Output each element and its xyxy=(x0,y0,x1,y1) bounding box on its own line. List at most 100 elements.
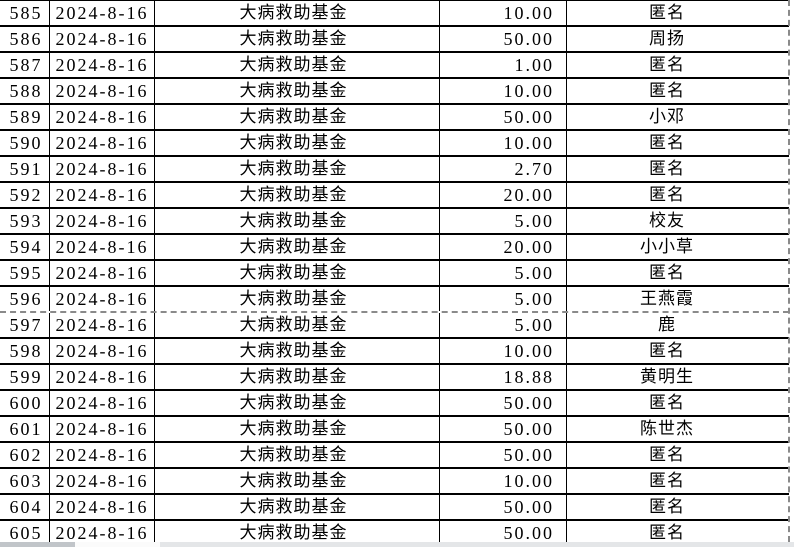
cell-donor-name[interactable]: 匿名 xyxy=(649,497,685,516)
cell-row-number[interactable]: 597 xyxy=(0,313,50,337)
cell-donor-name[interactable]: 匿名 xyxy=(649,3,685,22)
cell-fund-name[interactable]: 大病救助基金 xyxy=(155,339,440,363)
cell-fund-name[interactable]: 大病救助基金 xyxy=(155,365,440,389)
cell-fund-name[interactable]: 大病救助基金 xyxy=(155,27,440,51)
cell-amount[interactable]: 18.88 xyxy=(440,365,567,389)
cell-row-number[interactable]: 603 xyxy=(0,469,50,493)
cell-fund-name[interactable]: 大病救助基金 xyxy=(155,287,440,311)
cell-date[interactable]: 2024-8-16 xyxy=(50,209,155,233)
cell-amount[interactable]: 20.00 xyxy=(440,183,567,207)
cell-row-number[interactable]: 591 xyxy=(0,157,50,181)
cell-row-number[interactable]: 600 xyxy=(0,391,50,415)
cell-fund-name[interactable]: 大病救助基金 xyxy=(155,79,440,103)
cell-date[interactable]: 2024-8-16 xyxy=(50,313,155,337)
cell-date[interactable]: 2024-8-16 xyxy=(50,183,155,207)
cell-donor-name[interactable]: 陈世杰 xyxy=(640,419,694,438)
cell-amount[interactable]: 5.00 xyxy=(440,313,567,337)
cell-fund-name[interactable]: 大病救助基金 xyxy=(155,157,440,181)
cell-fund-name[interactable]: 大病救助基金 xyxy=(155,391,440,415)
cell-fund-name[interactable]: 大病救助基金 xyxy=(155,313,440,337)
cell-row-number[interactable]: 598 xyxy=(0,339,50,363)
cell-date[interactable]: 2024-8-16 xyxy=(50,495,155,519)
cell-donor-name[interactable]: 小小草 xyxy=(640,237,694,256)
cell-amount[interactable]: 50.00 xyxy=(440,27,567,51)
cell-date[interactable]: 2024-8-16 xyxy=(50,339,155,363)
cell-donor-name[interactable]: 匿名 xyxy=(649,523,685,542)
cell-amount[interactable]: 50.00 xyxy=(440,443,567,467)
cell-amount[interactable]: 2.70 xyxy=(440,157,567,181)
cell-donor-name[interactable]: 匿名 xyxy=(649,81,685,100)
cell-date[interactable]: 2024-8-16 xyxy=(50,53,155,77)
cell-row-number[interactable]: 588 xyxy=(0,79,50,103)
cell-row-number[interactable]: 601 xyxy=(0,417,50,441)
cell-date[interactable]: 2024-8-16 xyxy=(50,1,155,25)
cell-fund-name[interactable]: 大病救助基金 xyxy=(155,105,440,129)
cell-date[interactable]: 2024-8-16 xyxy=(50,287,155,311)
cell-amount[interactable]: 50.00 xyxy=(440,105,567,129)
cell-donor-name[interactable]: 小邓 xyxy=(649,107,685,126)
cell-amount[interactable]: 5.00 xyxy=(440,209,567,233)
cell-donor-name[interactable]: 匿名 xyxy=(649,185,685,204)
cell-row-number[interactable]: 596 xyxy=(0,287,50,311)
cell-row-number[interactable]: 593 xyxy=(0,209,50,233)
cell-row-number[interactable]: 592 xyxy=(0,183,50,207)
cell-fund-name[interactable]: 大病救助基金 xyxy=(155,443,440,467)
cell-fund-name[interactable]: 大病救助基金 xyxy=(155,209,440,233)
cell-amount[interactable]: 50.00 xyxy=(440,521,567,545)
cell-row-number[interactable]: 590 xyxy=(0,131,50,155)
cell-fund-name[interactable]: 大病救助基金 xyxy=(155,235,440,259)
cell-amount[interactable]: 50.00 xyxy=(440,391,567,415)
cell-donor-name[interactable]: 周扬 xyxy=(649,29,685,48)
cell-donor-name[interactable]: 校友 xyxy=(649,211,685,230)
cell-amount[interactable]: 1.00 xyxy=(440,53,567,77)
cell-fund-name[interactable]: 大病救助基金 xyxy=(155,261,440,285)
cell-date[interactable]: 2024-8-16 xyxy=(50,79,155,103)
cell-donor-name[interactable]: 黄明生 xyxy=(640,367,694,386)
cell-amount[interactable]: 10.00 xyxy=(440,469,567,493)
cell-row-number[interactable]: 587 xyxy=(0,53,50,77)
cell-fund-name[interactable]: 大病救助基金 xyxy=(155,53,440,77)
cell-donor-name[interactable]: 匿名 xyxy=(649,55,685,74)
cell-row-number[interactable]: 605 xyxy=(0,521,50,545)
cell-amount[interactable]: 10.00 xyxy=(440,131,567,155)
cell-fund-name[interactable]: 大病救助基金 xyxy=(155,183,440,207)
cell-date[interactable]: 2024-8-16 xyxy=(50,521,155,545)
cell-row-number[interactable]: 594 xyxy=(0,235,50,259)
cell-amount[interactable]: 5.00 xyxy=(440,287,567,311)
cell-donor-name[interactable]: 匿名 xyxy=(649,341,685,360)
cell-row-number[interactable]: 602 xyxy=(0,443,50,467)
cell-donor-name[interactable]: 鹿 xyxy=(658,315,676,334)
cell-row-number[interactable]: 599 xyxy=(0,365,50,389)
cell-donor-name[interactable]: 匿名 xyxy=(649,393,685,412)
cell-fund-name[interactable]: 大病救助基金 xyxy=(155,1,440,25)
cell-fund-name[interactable]: 大病救助基金 xyxy=(155,495,440,519)
cell-row-number[interactable]: 589 xyxy=(0,105,50,129)
cell-date[interactable]: 2024-8-16 xyxy=(50,417,155,441)
cell-date[interactable]: 2024-8-16 xyxy=(50,261,155,285)
cell-donor-name[interactable]: 王燕霞 xyxy=(640,289,694,308)
cell-donor-name[interactable]: 匿名 xyxy=(649,263,685,282)
cell-row-number[interactable]: 604 xyxy=(0,495,50,519)
cell-date[interactable]: 2024-8-16 xyxy=(50,105,155,129)
cell-donor-name[interactable]: 匿名 xyxy=(649,445,685,464)
cell-fund-name[interactable]: 大病救助基金 xyxy=(155,131,440,155)
cell-amount[interactable]: 50.00 xyxy=(440,417,567,441)
cell-amount[interactable]: 10.00 xyxy=(440,339,567,363)
cell-amount[interactable]: 10.00 xyxy=(440,79,567,103)
cell-row-number[interactable]: 585 xyxy=(0,1,50,25)
cell-amount[interactable]: 5.00 xyxy=(440,261,567,285)
cell-date[interactable]: 2024-8-16 xyxy=(50,235,155,259)
cell-date[interactable]: 2024-8-16 xyxy=(50,365,155,389)
cell-date[interactable]: 2024-8-16 xyxy=(50,157,155,181)
cell-amount[interactable]: 50.00 xyxy=(440,495,567,519)
cell-date[interactable]: 2024-8-16 xyxy=(50,469,155,493)
cell-date[interactable]: 2024-8-16 xyxy=(50,391,155,415)
cell-row-number[interactable]: 586 xyxy=(0,27,50,51)
cell-date[interactable]: 2024-8-16 xyxy=(50,27,155,51)
cell-fund-name[interactable]: 大病救助基金 xyxy=(155,417,440,441)
cell-fund-name[interactable]: 大病救助基金 xyxy=(155,521,440,545)
cell-donor-name[interactable]: 匿名 xyxy=(649,133,685,152)
cell-row-number[interactable]: 595 xyxy=(0,261,50,285)
cell-amount[interactable]: 10.00 xyxy=(440,1,567,25)
cell-date[interactable]: 2024-8-16 xyxy=(50,131,155,155)
